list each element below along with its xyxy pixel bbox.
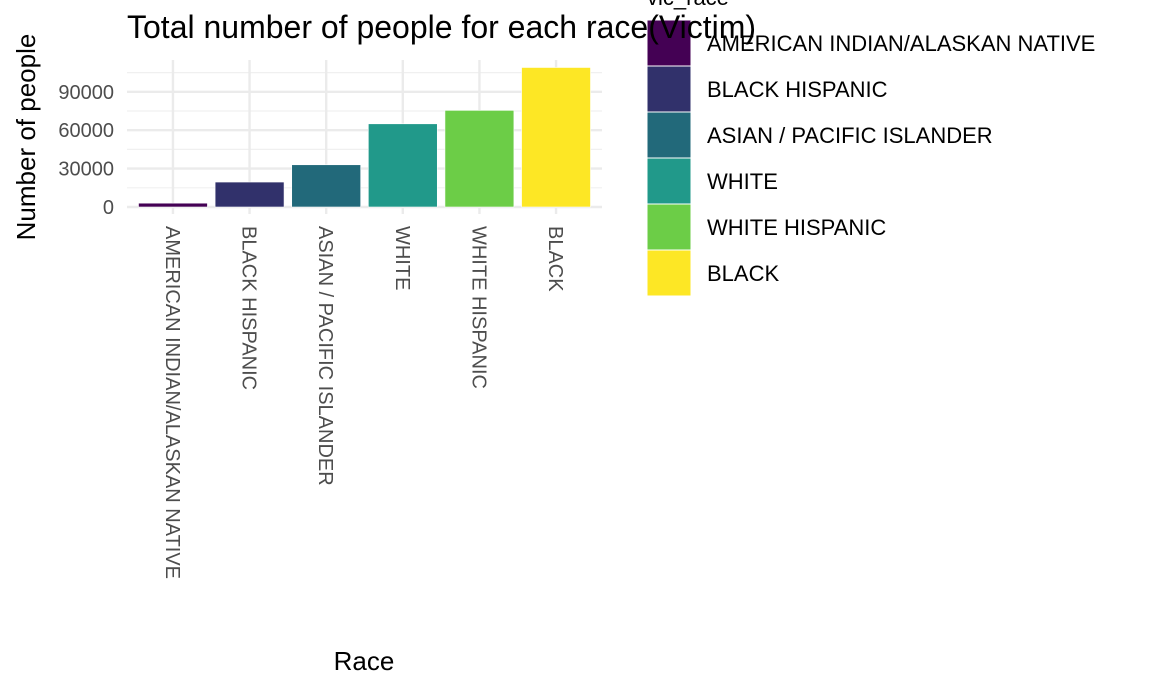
bar [291, 164, 361, 208]
bar [521, 67, 591, 208]
legend-label: BLACK [707, 261, 779, 286]
legend-label: WHITE [707, 169, 778, 194]
chart-title: Total number of people for each race(Vic… [127, 9, 756, 45]
x-tick-label: ASIAN / PACIFIC ISLANDER [314, 226, 336, 486]
y-tick-labels: 0 30000 60000 90000 [58, 82, 114, 219]
legend-label: BLACK HISPANIC [707, 77, 888, 102]
y-tick-label: 60000 [58, 120, 114, 142]
legend-label: ASIAN / PACIFIC ISLANDER [707, 123, 993, 148]
x-axis-title: Race [334, 646, 395, 676]
bars [138, 67, 591, 208]
x-tick-label: WHITE HISPANIC [467, 226, 489, 389]
legend: vic_race AMERICAN INDIAN/ALASKAN NATIVE BL… [646, 0, 1095, 297]
legend-key [646, 203, 692, 251]
legend-key [646, 19, 692, 67]
y-axis-title: Number of people [11, 34, 41, 241]
x-tick-label: AMERICAN INDIAN/ALASKAN NATIVE [161, 226, 183, 579]
x-tick-label: BLACK HISPANIC [238, 226, 260, 390]
bar [368, 123, 438, 208]
y-tick-label: 0 [103, 197, 114, 219]
legend-label: WHITE HISPANIC [707, 215, 886, 240]
legend-key [646, 65, 692, 113]
legend-title: vic_race [647, 0, 729, 10]
y-tick-label: 30000 [58, 159, 114, 181]
bar [214, 181, 285, 208]
legend-key [646, 249, 692, 297]
bar [138, 202, 208, 208]
x-tick-label: WHITE [391, 226, 413, 290]
legend-key [646, 111, 692, 159]
bar [444, 110, 515, 208]
legend-label: AMERICAN INDIAN/ALASKAN NATIVE [707, 31, 1095, 56]
y-tick-label: 90000 [58, 82, 114, 104]
x-tick-label: BLACK [544, 226, 566, 292]
x-tick-labels: AMERICAN INDIAN/ALASKAN NATIVE BLACK HISP… [161, 226, 566, 579]
legend-key [646, 157, 692, 205]
